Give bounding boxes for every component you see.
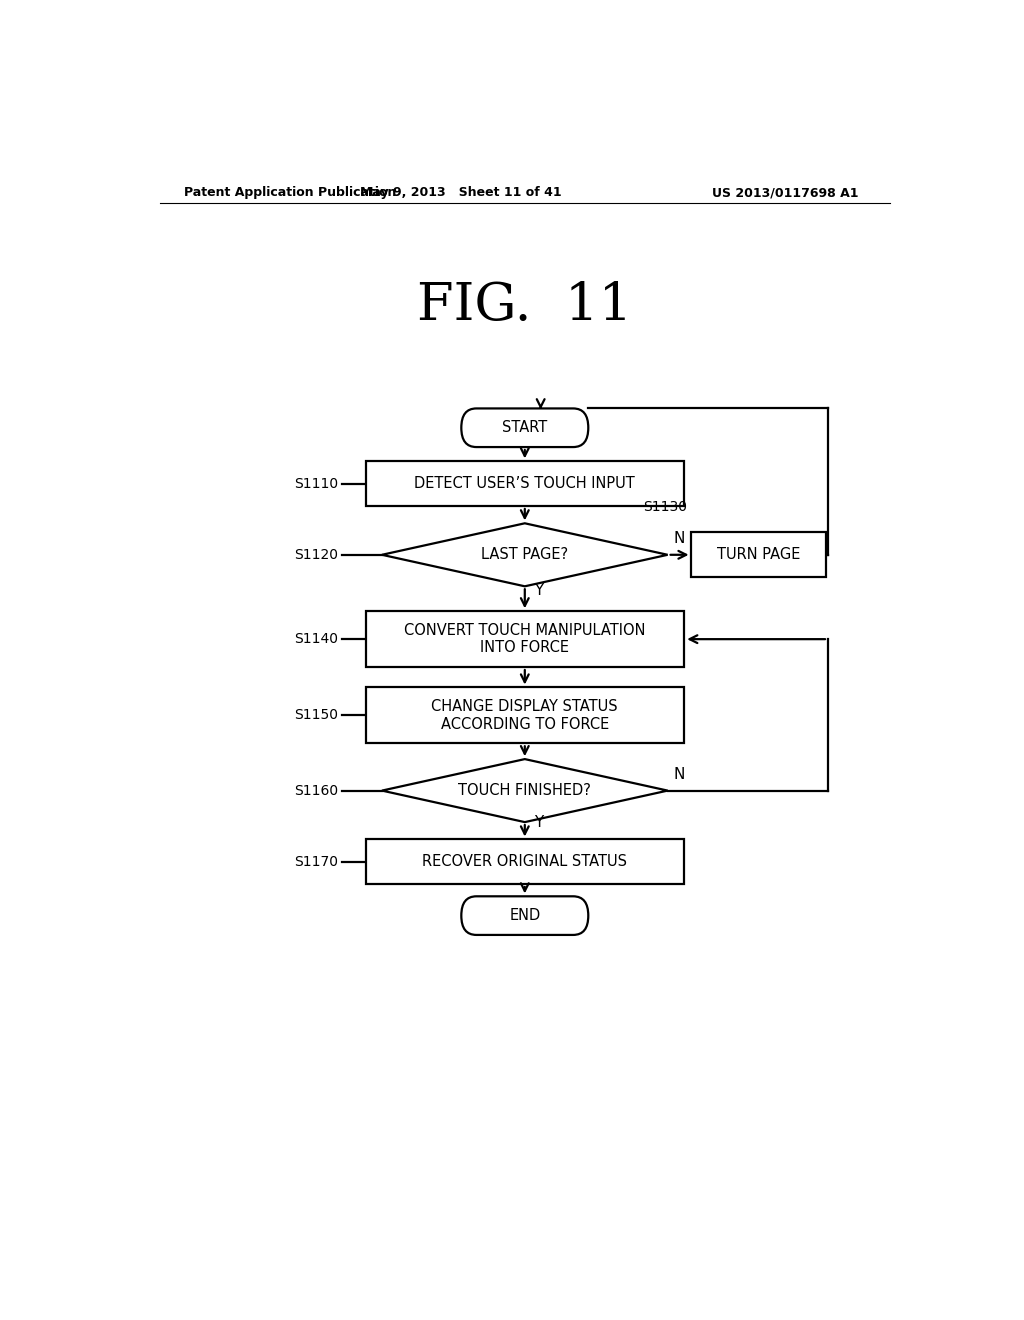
Text: US 2013/0117698 A1: US 2013/0117698 A1 <box>712 186 858 199</box>
Polygon shape <box>382 759 668 822</box>
Text: May 9, 2013   Sheet 11 of 41: May 9, 2013 Sheet 11 of 41 <box>360 186 562 199</box>
Bar <box>367 688 684 743</box>
Text: TOUCH FINISHED?: TOUCH FINISHED? <box>459 783 591 799</box>
Text: S1110: S1110 <box>294 477 338 491</box>
Text: END: END <box>509 908 541 923</box>
Text: N: N <box>674 531 685 546</box>
Text: Patent Application Publication: Patent Application Publication <box>183 186 396 199</box>
Text: LAST PAGE?: LAST PAGE? <box>481 548 568 562</box>
Text: Y: Y <box>535 816 544 830</box>
Bar <box>691 532 826 577</box>
FancyBboxPatch shape <box>461 896 588 935</box>
Text: CHANGE DISPLAY STATUS
ACCORDING TO FORCE: CHANGE DISPLAY STATUS ACCORDING TO FORCE <box>431 700 618 731</box>
Text: RECOVER ORIGINAL STATUS: RECOVER ORIGINAL STATUS <box>422 854 628 870</box>
Text: S1160: S1160 <box>294 784 338 797</box>
Bar <box>367 840 684 884</box>
Text: Y: Y <box>535 583 544 598</box>
FancyBboxPatch shape <box>461 408 588 447</box>
Text: S1170: S1170 <box>294 855 338 869</box>
Text: DETECT USER’S TOUCH INPUT: DETECT USER’S TOUCH INPUT <box>415 477 635 491</box>
Text: CONVERT TOUCH MANIPULATION
INTO FORCE: CONVERT TOUCH MANIPULATION INTO FORCE <box>404 623 645 655</box>
Text: S1130: S1130 <box>643 500 687 515</box>
Text: S1150: S1150 <box>294 709 338 722</box>
Text: TURN PAGE: TURN PAGE <box>717 548 801 562</box>
Text: S1140: S1140 <box>294 632 338 647</box>
Text: S1120: S1120 <box>294 548 338 562</box>
Text: N: N <box>674 767 685 781</box>
Text: START: START <box>502 420 548 436</box>
Bar <box>367 461 684 506</box>
Polygon shape <box>382 523 668 586</box>
Bar <box>367 611 684 667</box>
Text: FIG.  11: FIG. 11 <box>417 280 633 331</box>
